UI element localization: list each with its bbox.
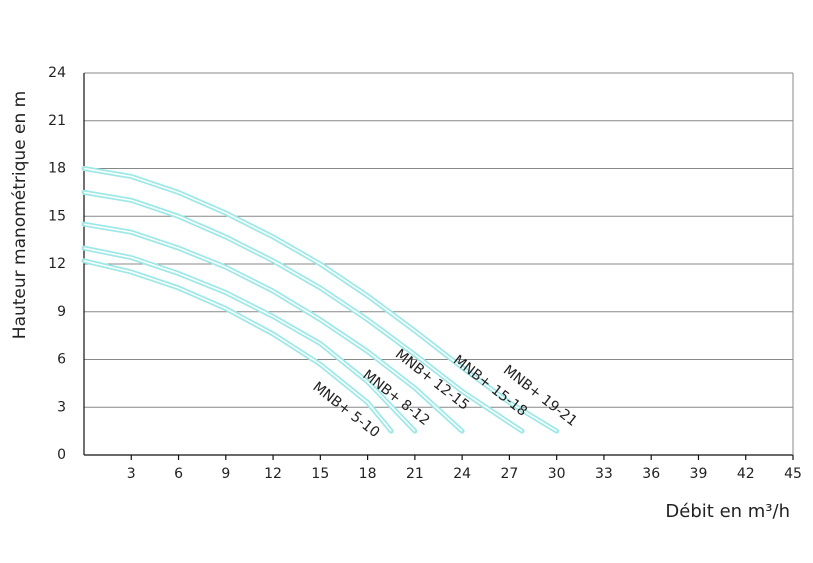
y-tick-label: 12	[48, 256, 66, 272]
x-tick-label: 27	[500, 466, 518, 482]
x-tick-label: 3	[127, 466, 136, 482]
x-tick-label: 36	[642, 466, 660, 482]
x-tick-label: 30	[548, 466, 566, 482]
y-tick-label: 3	[57, 399, 66, 415]
curve-highlight	[83, 191, 523, 432]
x-tick-label: 39	[690, 466, 708, 482]
y-tick-label: 0	[57, 447, 66, 463]
y-tick-label: 18	[48, 161, 66, 177]
curve-highlight	[83, 247, 416, 432]
x-tick-label: 21	[406, 466, 424, 482]
x-tick-label: 9	[221, 466, 230, 482]
curve-highlight	[83, 223, 463, 432]
x-tick-label: 42	[737, 466, 755, 482]
y-tick-label: 24	[48, 65, 66, 81]
curve-highlight	[83, 260, 392, 432]
x-axis-label: Débit en m³/h	[665, 501, 790, 522]
y-tick-label: 9	[57, 304, 66, 320]
x-tick-label: 33	[595, 466, 613, 482]
x-tick-label: 18	[359, 466, 377, 482]
y-axis-label: Hauteur manométrique en m	[10, 91, 30, 339]
x-tick-label: 45	[784, 466, 802, 482]
curve-highlight	[83, 167, 558, 432]
y-tick-label: 6	[57, 352, 66, 368]
x-tick-label: 15	[311, 466, 329, 482]
x-tick-label: 6	[174, 466, 183, 482]
x-tick-label: 12	[264, 466, 282, 482]
x-tick-label: 24	[453, 466, 471, 482]
y-tick-label: 21	[48, 113, 66, 129]
y-tick-label: 15	[48, 208, 66, 224]
